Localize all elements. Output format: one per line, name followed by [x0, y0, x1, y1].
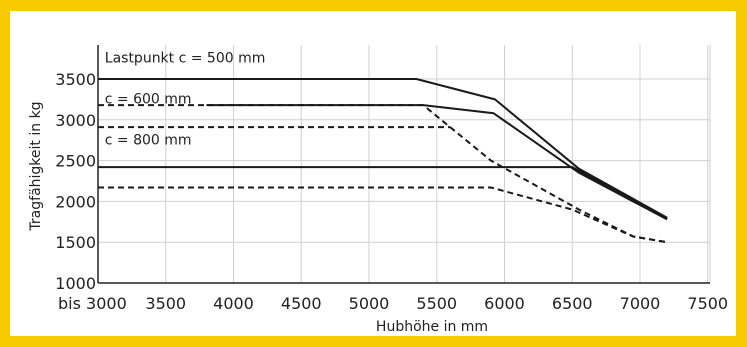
axes [97, 45, 710, 284]
x-tick-label: 6500 [552, 294, 593, 313]
curve-label: c = 800 mm [105, 132, 192, 148]
y-tick-label: 3500 [55, 70, 96, 89]
curve-label: Lastpunkt c = 500 mm [105, 51, 266, 67]
x-tick-label: 7000 [620, 294, 661, 313]
x-axis-title: Hubhöhe in mm [376, 319, 488, 335]
y-tick-label: 1000 [55, 274, 96, 293]
x-tick-label: 5000 [349, 294, 390, 313]
y-tick-label: 1500 [55, 233, 96, 252]
annotations: Lastpunkt c = 500 mm c = 600 mm c = 800 mm [105, 51, 266, 149]
series-line-0 [98, 78, 668, 219]
x-tick-label: bis 3000 [58, 294, 127, 313]
y-tick-label: 2000 [55, 192, 96, 211]
series-line-2 [98, 166, 668, 220]
grid [97, 45, 711, 284]
y-tick-label: 2500 [55, 152, 96, 171]
x-tick-labels: bis 3000 3500 4000 4500 5000 5500 6000 6500 7000… [58, 294, 728, 313]
x-tick-label: 5500 [416, 294, 457, 313]
series-lines [98, 78, 668, 244]
curve-label: c = 600 mm [105, 91, 192, 107]
y-tick-label: 3000 [55, 111, 96, 130]
load-capacity-chart: bis 3000 3500 4000 4500 5000 5500 6000 6500 7000… [28, 45, 728, 335]
x-tick-label: 4500 [281, 294, 322, 313]
y-axis-title: Tragfähigkeit in kg [28, 101, 44, 231]
x-tick-label: 7500 [687, 294, 728, 313]
x-tick-label: 6000 [484, 294, 525, 313]
x-tick-label: 4000 [213, 294, 254, 313]
chart-panel: bis 3000 3500 4000 4500 5000 5500 6000 6500 7000… [10, 11, 736, 336]
series-line-3 [98, 104, 668, 244]
x-tick-label: 3500 [145, 294, 186, 313]
series-line-5 [98, 186, 668, 244]
y-tick-labels: 1000 1500 2000 2500 3000 3500 [55, 70, 96, 293]
